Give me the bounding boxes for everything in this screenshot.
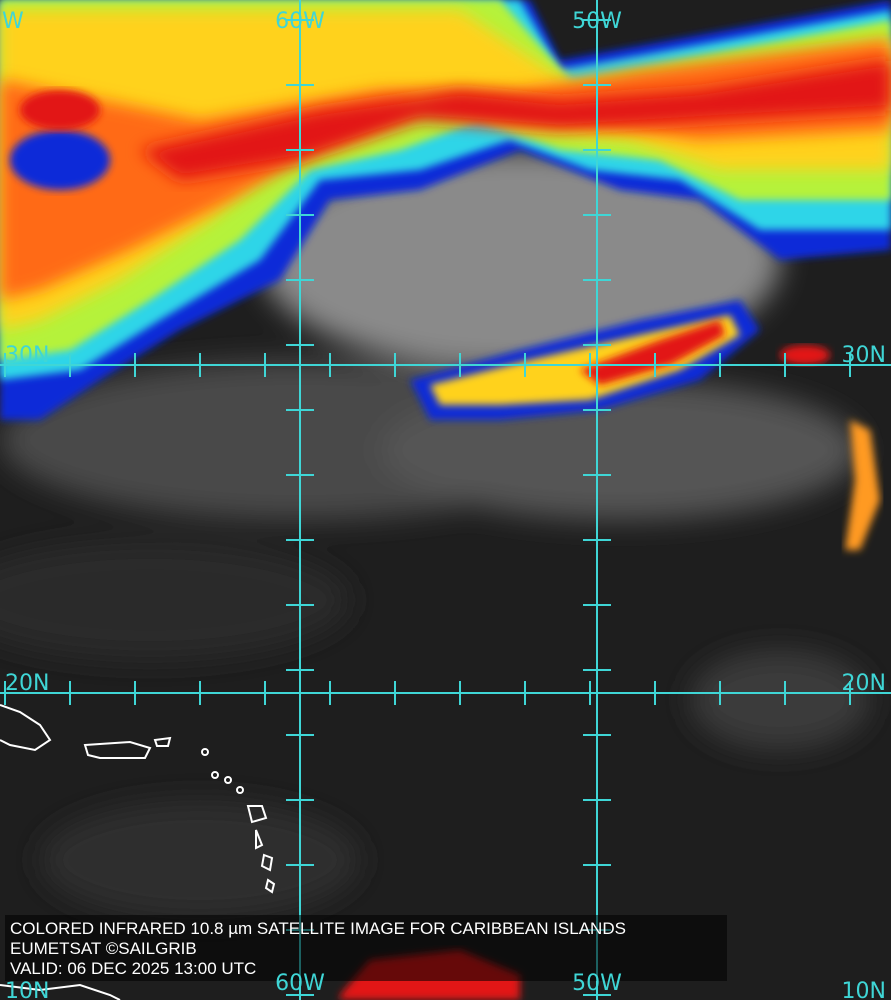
labels: W 60W 50W 30N 20N 10N 30N 20N 10N 60W 50W COLORED I…: [2, 9, 886, 1000]
grid-label: W: [2, 9, 24, 34]
caption-line: COLORED INFRARED 10.8 µm SATELLITE IMAGE…: [10, 919, 626, 938]
caption-box: [5, 915, 727, 981]
grid-label: 10N: [5, 979, 49, 1000]
grid-label: 50W: [572, 971, 622, 996]
grid-label: 20N: [5, 671, 49, 696]
grid-label: 60W: [275, 9, 325, 34]
grid-label: 10N: [842, 979, 886, 1000]
grid-label: 30N: [5, 343, 49, 368]
caption-line: EUMETSAT ©SAILGRIB: [10, 939, 197, 958]
grid-label: 50W: [572, 9, 622, 34]
grid-label: 60W: [275, 971, 325, 996]
coastlines: [0, 704, 276, 1000]
caption-line: VALID: 06 DEC 2025 13:00 UTC: [10, 959, 256, 978]
grid-label: 20N: [842, 671, 886, 696]
grid-label: 30N: [842, 343, 886, 368]
